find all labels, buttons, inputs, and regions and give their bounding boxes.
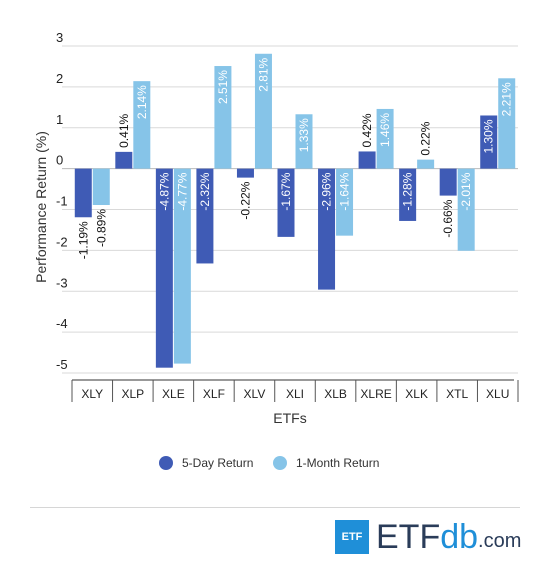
- bar-1-month: [214, 66, 232, 169]
- logo-text-etf: ETF: [376, 518, 441, 556]
- y-tick-label: 2: [56, 71, 63, 86]
- category-label: XLV: [244, 387, 266, 401]
- bar-5-day: [318, 168, 336, 290]
- legend-label-1-month: 1-Month Return: [296, 456, 379, 470]
- bar-5-day: [155, 168, 173, 368]
- etfdb-logo[interactable]: ETF ETF db .com: [335, 520, 521, 554]
- category-label: XTL: [446, 387, 468, 401]
- data-label: 0.41%: [117, 114, 131, 148]
- y-tick-label: 1: [56, 112, 63, 127]
- bar-5-day: [277, 168, 295, 237]
- bar-1-month: [295, 114, 313, 169]
- legend-marker-5-day: [159, 456, 173, 470]
- data-label: -2.32%: [198, 172, 212, 210]
- logo-text-com: .com: [478, 530, 522, 552]
- bar-5-day: [196, 168, 214, 264]
- category-label: XLF: [203, 387, 225, 401]
- data-label: -1.19%: [76, 221, 90, 259]
- data-label: 0.22%: [419, 121, 433, 155]
- y-axis-title: Performance Return (%): [33, 131, 49, 283]
- data-label: -2.01%: [459, 172, 473, 210]
- bar-1-month: [498, 78, 516, 169]
- y-tick-label: -5: [56, 357, 68, 372]
- x-axis-title: ETFs: [273, 410, 306, 426]
- data-label: -0.22%: [238, 181, 252, 219]
- data-label: -1.64%: [338, 172, 352, 210]
- data-label: -0.89%: [94, 209, 108, 247]
- footer-divider: [30, 507, 520, 508]
- logo-text-db: db: [440, 518, 479, 556]
- bar-1-month: [173, 168, 191, 364]
- bar-5-day: [399, 168, 417, 221]
- category-label: XLRE: [360, 387, 391, 401]
- data-label: -0.66%: [441, 199, 455, 237]
- bar-1-month: [336, 168, 354, 236]
- data-label: 2.51%: [216, 70, 230, 104]
- data-label: 2.14%: [135, 85, 149, 119]
- category-label: XLE: [162, 387, 185, 401]
- bar-1-month: [417, 159, 435, 169]
- data-label: 2.21%: [500, 82, 514, 116]
- category-label: XLK: [405, 387, 428, 401]
- axes: 3 2 1 0 -1 -2 -3 -4 -5 XLY XLP XLE XLF XLV XLI XLB XLRE X…: [56, 30, 519, 402]
- y-tick-label: -4: [56, 316, 68, 331]
- data-label: 0.42%: [360, 113, 374, 147]
- bars: [74, 53, 516, 368]
- bar-1-month: [254, 53, 272, 169]
- legend-marker-1-month: [273, 456, 287, 470]
- data-label: -1.28%: [401, 172, 415, 210]
- y-tick-label: 3: [56, 30, 63, 45]
- bar-5-day: [358, 151, 376, 169]
- category-label: XLY: [81, 387, 103, 401]
- bar-5-day: [74, 168, 92, 218]
- data-label: -4.87%: [157, 172, 171, 210]
- bar-1-month: [376, 108, 394, 169]
- etf-logo-icon: ETF: [335, 520, 369, 554]
- data-label: 2.81%: [256, 57, 270, 91]
- category-label: XLI: [286, 387, 304, 401]
- legend: 5-Day Return 1-Month Return: [159, 456, 379, 470]
- category-label: XLP: [121, 387, 144, 401]
- data-label: 1.46%: [378, 113, 392, 147]
- bar-1-month: [92, 168, 110, 206]
- category-label: XLB: [324, 387, 347, 401]
- category-label: XLU: [486, 387, 509, 401]
- y-tick-label: -2: [56, 234, 68, 249]
- bar-5-day: [439, 168, 457, 196]
- data-label: 1.33%: [297, 118, 311, 152]
- y-tick-label: -3: [56, 275, 68, 290]
- bar-1-month: [133, 81, 151, 169]
- bar-5-day: [236, 168, 254, 178]
- data-label: -4.77%: [175, 172, 189, 210]
- bar-5-day: [115, 151, 133, 169]
- y-tick-label: -1: [56, 194, 68, 209]
- y-tick-label: 0: [56, 153, 63, 168]
- bar-5-day: [480, 115, 498, 169]
- data-label: -1.67%: [279, 172, 293, 210]
- bar-1-month: [457, 168, 475, 251]
- data-label: -2.96%: [320, 172, 334, 210]
- data-labels: -1.19% 0.41% -4.87% -2.32% -0.22% -1.67% -2.96…: [76, 57, 513, 259]
- legend-label-5-day: 5-Day Return: [182, 456, 253, 470]
- data-label: 1.30%: [482, 119, 496, 153]
